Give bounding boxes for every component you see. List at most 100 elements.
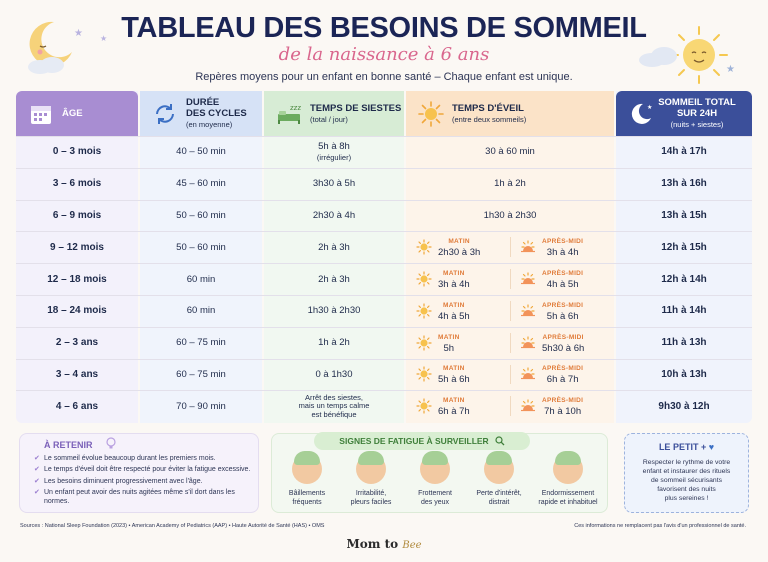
sunset-icon [521, 367, 535, 380]
fatigue-item-distracted: Perte d'intérêt, distrait [466, 451, 532, 507]
page-tagline: Repères moyens pour un enfant en bonne s… [195, 71, 573, 83]
awake-afternoon-label: APRÈS-MIDI 7h à 10h [542, 395, 583, 417]
header-age: ÂGE [16, 91, 138, 136]
row-divider [16, 358, 752, 360]
nap-value-line2: mais un temps calme [298, 401, 370, 411]
awake-morning: MATIN 2h30 à 3h [406, 231, 510, 263]
fatigue-box: SIGNES DE FATIGUE À SURVEILLER Bâillemen… [271, 432, 608, 513]
sleeping-baby-icon [553, 451, 583, 484]
row-divider [16, 231, 752, 233]
afternoon-tag: APRÈS-MIDI [542, 365, 584, 373]
moon-icon: ★ [631, 103, 652, 124]
header-total-line1: SOMMEIL TOTAL [658, 97, 736, 108]
nap-note: (irrégulier) [316, 152, 352, 162]
header-total-label: SOMMEIL TOTAL SUR 24H (nuits + siestes) [616, 97, 752, 130]
bed-icon: zzz [278, 104, 301, 124]
total-cell: 14h à 17h [661, 146, 707, 158]
awake-afternoon-label: APRÈS-MIDI 3h à 4h [542, 236, 583, 258]
brand-name: Mom to [346, 537, 399, 551]
petit-line: de sommeil sécurisants [650, 477, 722, 484]
star-icon: ★ [74, 28, 83, 39]
total-cell: 12h à 15h [661, 241, 707, 253]
fatigue-item-falling-asleep: Endormissement rapide et inhabituel [530, 451, 606, 507]
cycle-arrows-icon [156, 103, 174, 124]
petit-plus-box: LE PETIT + ♥ Respecter le rythme de votr… [624, 433, 749, 513]
row-divider [16, 167, 752, 169]
nap-value-line3: est bénéfique [311, 409, 357, 419]
morning-tag: MATIN [443, 365, 465, 373]
cycle-cell: 45 – 60 min [176, 178, 226, 190]
age-cell: 3 – 6 mois [52, 178, 102, 190]
sun-icon [416, 239, 432, 255]
row-divider [16, 136, 752, 137]
nap-value: 2h à 3h [318, 241, 350, 253]
calendar-icon [31, 105, 51, 124]
fatigue-title-text: SIGNES DE FATIGUE À SURVEILLER [339, 436, 489, 446]
awake-afternoon-label: APRÈS-MIDI 5h à 6h [542, 300, 583, 322]
petit-line: Respecter le rythme de votre [642, 459, 731, 466]
morning-tag: MATIN [443, 301, 465, 309]
fatigue-label: Bâillements fréquents [274, 490, 340, 507]
fatigue-label: Frottement des yeux [402, 490, 468, 507]
afternoon-value: 4h à 5h [546, 279, 579, 291]
morning-value: 6h à 7h [438, 406, 470, 418]
afternoon-value: 7h à 10h [544, 406, 582, 418]
sun-icon [416, 303, 432, 319]
cloud-icon [28, 57, 64, 74]
row-divider [16, 295, 752, 296]
column-total: ★ SOMMEIL TOTAL SUR 24H (nuits + siestes… [616, 91, 752, 423]
sun-icon [416, 271, 432, 287]
star-icon: ★ [100, 34, 108, 43]
awake-cell: 30 à 60 min [485, 146, 535, 158]
nap-cell: 2h30 à 4h [264, 200, 404, 232]
brand-logo: Mom to Bee [0, 537, 768, 551]
column-siestes: zzz TEMPS DE SIESTES (total / jour) [264, 91, 404, 423]
age-cell: 2 – 3 ans [55, 337, 99, 349]
age-cell: 18 – 24 mois [47, 305, 107, 317]
divider [510, 237, 511, 258]
age-cell: 12 – 18 mois [47, 273, 107, 285]
afternoon-value: 5h30 à 6h [542, 342, 585, 354]
sunset-icon [521, 240, 535, 253]
nap-value: Arrêt des siestes, [305, 392, 363, 402]
cycle-cell: 60 min [186, 305, 216, 317]
nap-value: 2h30 à 4h [312, 209, 356, 221]
awake-afternoon: APRÈS-MIDI 5h30 à 6h [510, 327, 614, 359]
header-total: ★ SOMMEIL TOTAL SUR 24H (nuits + siestes… [616, 91, 752, 136]
lightbulb-icon [106, 437, 116, 449]
fatigue-item-irritability: Irritabilité, pleurs faciles [338, 451, 404, 507]
awake-morning-label: MATIN 5h à 6h [438, 363, 470, 385]
nap-cell: 1h à 2h [264, 327, 404, 359]
sleeping-moon-icon [29, 21, 72, 66]
total-cell: 13h à 16h [661, 178, 707, 190]
petit-plus-text: Respecter le rythme de votre enfant et i… [631, 458, 742, 503]
cloud-icon [639, 47, 677, 67]
header-eveil-line1: TEMPS D'ÉVEIL [452, 102, 524, 114]
header-total-line2: SUR 24H [676, 108, 718, 119]
cycle-cell: 70 – 90 min [176, 400, 226, 412]
awake-morning-label: MATIN 4h à 5h [438, 300, 470, 322]
fatigue-label: Irritabilité, pleurs faciles [338, 490, 404, 507]
fatigue-label-line1: Perte d'intérêt, [476, 490, 522, 497]
afternoon-tag: APRÈS-MIDI [542, 270, 584, 278]
fatigue-label-line2: fréquents [292, 498, 322, 506]
awake-afternoon: APRÈS-MIDI 3h à 4h [510, 231, 614, 263]
sunset-icon [521, 304, 535, 316]
divider [510, 332, 511, 353]
divider [510, 364, 511, 385]
brand-name-accent: Bee [402, 540, 422, 551]
cycle-cell: 50 – 60 min [176, 241, 226, 253]
afternoon-tag: APRÈS-MIDI [542, 397, 584, 405]
sunset-icon [521, 272, 535, 285]
morning-tag: MATIN [448, 238, 470, 246]
fatigue-label-line2: des yeux [420, 498, 450, 506]
morning-tag: MATIN [443, 397, 465, 405]
afternoon-value: 5h à 6h [546, 310, 579, 322]
fatigue-label-line2: pleurs faciles [350, 498, 392, 506]
svg-text:★: ★ [647, 104, 652, 111]
cycle-cell: 50 – 60 min [176, 209, 226, 221]
total-cell: 11h à 13h [661, 337, 707, 349]
header-siestes: zzz TEMPS DE SIESTES (total / jour) [264, 91, 404, 136]
nap-cell: 0 à 1h30 [264, 359, 404, 391]
afternoon-tag: APRÈS-MIDI [542, 333, 584, 341]
